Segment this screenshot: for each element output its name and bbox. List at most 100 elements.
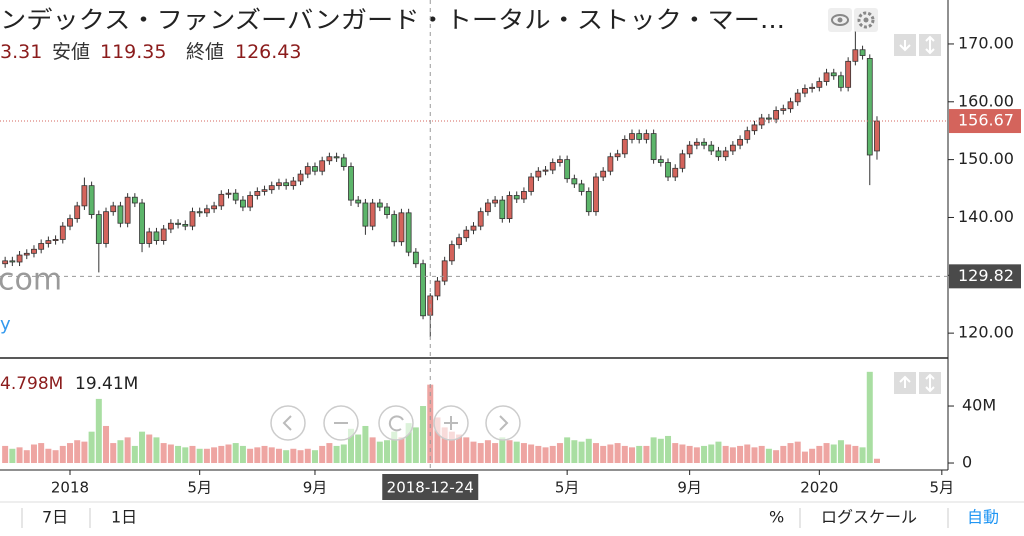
- volume-bar: [153, 437, 160, 464]
- volume-bar: [52, 450, 59, 464]
- volume-bar: [326, 443, 333, 464]
- plus-icon[interactable]: [444, 416, 458, 430]
- candle-body: [110, 205, 117, 213]
- candle-body: [693, 141, 700, 146]
- candle-body: [153, 231, 160, 241]
- candle-body: [521, 191, 527, 200]
- candle-body: [607, 156, 614, 172]
- candle-body: [232, 192, 239, 201]
- candle-body: [247, 195, 254, 208]
- volume-bar: [362, 425, 369, 464]
- scroll-left-button[interactable]: [270, 405, 306, 441]
- volume-bar: [110, 443, 117, 464]
- candle-body: [211, 205, 217, 210]
- candle-body: [319, 160, 326, 172]
- candle-body: [131, 196, 138, 204]
- arrow-icon[interactable]: [925, 373, 935, 393]
- ohlc-label: 終値: [186, 41, 224, 63]
- candle-body: [362, 202, 369, 227]
- volume-bar: [600, 445, 607, 464]
- chevron-icon[interactable]: [499, 415, 509, 431]
- volume-bar: [398, 437, 405, 464]
- candle-body: [816, 81, 823, 88]
- volume-legend: 19.41M: [75, 374, 138, 394]
- volume-bar: [261, 445, 268, 464]
- candle-body: [369, 202, 376, 227]
- candle-body: [794, 92, 801, 103]
- candle-body: [376, 202, 383, 208]
- candle-body: [874, 120, 880, 152]
- candle-body: [448, 244, 455, 262]
- scale-buttons[interactable]: [894, 34, 941, 394]
- scroll-right-button[interactable]: [485, 405, 521, 441]
- volume-bar: [124, 437, 131, 464]
- candle-body: [218, 193, 225, 207]
- x-tick-label: 2018: [51, 479, 89, 497]
- arrow-icon[interactable]: [899, 375, 911, 388]
- candle-body: [283, 182, 290, 187]
- volume-bar: [665, 435, 672, 464]
- candle-body: [139, 202, 145, 244]
- auto-scale-button[interactable]: 自動: [967, 508, 999, 527]
- log-scale-button[interactable]: ログスケール: [821, 508, 917, 527]
- volume-bar: [232, 443, 239, 464]
- volume-bar: [139, 431, 146, 464]
- volume-bar: [621, 445, 628, 464]
- volume-bar: [751, 447, 758, 464]
- percent-button[interactable]: %: [769, 508, 784, 527]
- candle-body: [45, 240, 52, 244]
- volume-bar: [275, 448, 282, 464]
- candle-body: [405, 212, 412, 253]
- candle-body: [830, 72, 837, 77]
- volume-bar: [340, 444, 347, 464]
- volume-bar: [2, 445, 9, 464]
- candle-body: [146, 231, 153, 244]
- candle-body: [859, 49, 866, 56]
- candle-body: [672, 167, 679, 178]
- gear-icon[interactable]: [863, 17, 869, 23]
- candle-body: [564, 159, 571, 180]
- candle-body: [535, 170, 542, 178]
- volume-bar: [225, 444, 232, 464]
- candle-body: [780, 108, 787, 111]
- reset-icon[interactable]: [388, 415, 404, 432]
- candle-body: [823, 72, 830, 82]
- volume-bar: [592, 443, 599, 464]
- x-tick-label: 9月: [303, 479, 328, 497]
- candle-body: [95, 214, 102, 244]
- candle-body: [333, 156, 340, 159]
- arrow-icon[interactable]: [899, 40, 911, 52]
- reset-button[interactable]: [378, 405, 414, 441]
- candle-body: [434, 280, 441, 297]
- visibility-button[interactable]: [828, 8, 852, 32]
- candle-body: [103, 211, 109, 244]
- candle-body: [585, 191, 592, 213]
- range-button[interactable]: 1日: [111, 508, 137, 527]
- volume-bar: [571, 440, 578, 464]
- volume-bar: [506, 440, 513, 464]
- volume-bar: [167, 444, 174, 464]
- candle-body: [81, 185, 88, 207]
- arrow-icon[interactable]: [925, 35, 935, 55]
- volume-bar: [556, 443, 563, 464]
- volume-bar: [866, 371, 873, 464]
- volume-bar: [852, 445, 859, 464]
- candle-body: [549, 162, 556, 171]
- zoom-controls[interactable]: [270, 405, 521, 441]
- candle-body: [463, 229, 470, 239]
- eye-icon[interactable]: [837, 17, 843, 23]
- volume-bar: [369, 437, 376, 464]
- candle-body: [16, 254, 23, 263]
- volume-bar: [355, 434, 362, 464]
- candle-body: [737, 138, 743, 146]
- chevron-icon[interactable]: [282, 415, 292, 431]
- settings-button[interactable]: [854, 8, 878, 32]
- candle-body: [290, 180, 297, 187]
- y-tick-label: 150.00: [958, 149, 1014, 168]
- range-button[interactable]: 7日: [42, 508, 68, 527]
- candle-body: [773, 110, 780, 120]
- volume-bar: [131, 445, 138, 464]
- volume-bar: [95, 398, 102, 464]
- gear-icon[interactable]: [857, 11, 875, 29]
- eye-icon[interactable]: [831, 14, 849, 26]
